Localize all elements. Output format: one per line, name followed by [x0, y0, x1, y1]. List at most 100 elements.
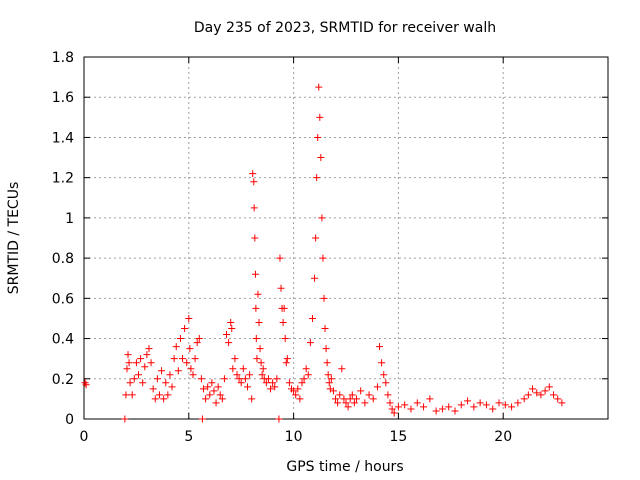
- data-point: [151, 395, 159, 403]
- data-point: [283, 355, 291, 363]
- data-point: [128, 391, 136, 399]
- y-tick-label: 0.4: [52, 332, 74, 348]
- data-point: [139, 379, 147, 387]
- data-point: [319, 254, 327, 262]
- data-point: [325, 379, 333, 387]
- data-point: [249, 170, 257, 178]
- x-tick-label: 0: [80, 429, 89, 445]
- data-point: [327, 375, 335, 383]
- data-point: [132, 359, 140, 367]
- data-point: [218, 395, 226, 403]
- data-point: [314, 133, 322, 141]
- data-point: [386, 399, 394, 407]
- data-point: [126, 379, 134, 387]
- data-point: [296, 395, 304, 403]
- data-point: [168, 383, 176, 391]
- data-point: [223, 331, 231, 339]
- data-point: [390, 409, 398, 417]
- y-axis-label: SRMTID / TECUs: [6, 182, 22, 295]
- data-point: [312, 234, 320, 242]
- data-point: [264, 375, 272, 383]
- data-point: [186, 345, 194, 353]
- y-tick-label: 1.2: [52, 171, 74, 187]
- data-point: [426, 395, 434, 403]
- data-point: [220, 375, 228, 383]
- data-point: [252, 304, 260, 312]
- data-point: [281, 335, 289, 343]
- data-point: [324, 371, 332, 379]
- data-point: [533, 389, 541, 397]
- data-point: [520, 395, 528, 403]
- data-point: [250, 178, 258, 186]
- data-point: [181, 325, 189, 332]
- data-point: [401, 401, 409, 409]
- data-point: [369, 395, 377, 403]
- chart-title: Day 235 of 2023, SRMTID for receiver wal…: [194, 20, 496, 36]
- x-tick-label: 20: [494, 429, 512, 445]
- data-point: [251, 270, 259, 278]
- data-point: [137, 355, 145, 363]
- data-point: [470, 403, 478, 411]
- data-point: [176, 335, 184, 343]
- data-point: [124, 351, 132, 359]
- data-point: [125, 359, 133, 367]
- data-point: [365, 391, 373, 399]
- data-point: [388, 405, 396, 413]
- data-point: [384, 391, 392, 399]
- data-point: [248, 395, 256, 403]
- data-point: [273, 375, 281, 383]
- x-tick-label: 5: [184, 429, 193, 445]
- data-point: [407, 405, 415, 413]
- data-point: [147, 359, 155, 367]
- data-point: [508, 403, 516, 411]
- data-point: [524, 391, 532, 399]
- data-point: [282, 359, 290, 367]
- data-point: [357, 387, 365, 395]
- data-point: [153, 375, 161, 383]
- data-point: [183, 359, 191, 367]
- data-point: [237, 379, 245, 387]
- data-point: [202, 395, 210, 403]
- data-point: [322, 345, 330, 353]
- y-tick-label: 0.8: [52, 251, 74, 267]
- data-point: [320, 294, 328, 302]
- data-point: [185, 314, 193, 322]
- data-point: [302, 365, 310, 373]
- data-point: [304, 371, 312, 379]
- data-point: [541, 387, 549, 395]
- data-point: [336, 391, 344, 399]
- data-point: [451, 407, 459, 415]
- data-point: [338, 365, 346, 373]
- data-point: [170, 355, 178, 363]
- data-point: [352, 395, 360, 403]
- data-point: [378, 359, 386, 367]
- data-point: [294, 385, 302, 393]
- x-tick-label: 10: [285, 429, 303, 445]
- data-point: [420, 403, 428, 411]
- data-point: [82, 381, 90, 389]
- x-axis-label: GPS time / hours: [286, 459, 403, 475]
- data-point: [174, 367, 182, 375]
- data-point: [258, 371, 266, 379]
- data-point: [348, 391, 356, 399]
- plot-frame: [83, 56, 609, 420]
- data-point: [514, 399, 522, 407]
- data-point: [276, 254, 284, 262]
- data-point: [285, 379, 293, 387]
- data-point: [166, 371, 174, 379]
- data-point: [313, 174, 321, 182]
- data-point: [187, 365, 195, 373]
- data-point: [361, 399, 369, 407]
- data-point: [275, 415, 283, 423]
- data-point: [329, 387, 337, 395]
- data-point: [206, 391, 214, 399]
- data-point: [262, 379, 270, 387]
- data-point: [122, 391, 130, 399]
- data-point: [233, 371, 241, 379]
- data-point: [346, 395, 354, 403]
- data-point: [164, 391, 172, 399]
- data-point: [227, 318, 235, 326]
- data-point: [318, 214, 326, 222]
